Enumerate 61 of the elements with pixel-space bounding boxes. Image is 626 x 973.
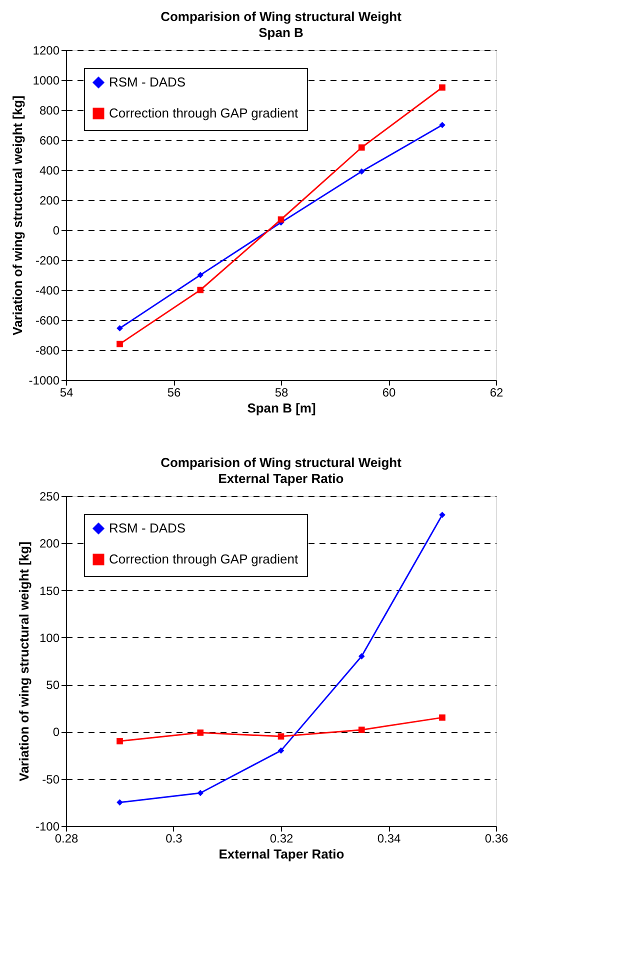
x-tick-label: 0.3 (166, 832, 183, 846)
chart-title: Comparision of Wing structural Weight (160, 455, 402, 470)
x-tick-label: 62 (490, 386, 504, 400)
x-tick-label: 0.28 (54, 832, 78, 846)
x-axis-title: Span B [m] (247, 400, 316, 416)
point (439, 512, 446, 518)
y-axis-title: Variation of wing structural weight [kg] (10, 96, 25, 336)
point (116, 738, 123, 744)
x-tick-label: 56 (167, 386, 181, 400)
legend-label: Correction through GAP gradient (109, 552, 298, 566)
point (116, 325, 123, 332)
y-tick-label: 1000 (32, 74, 60, 88)
y-tick-label: 0 (52, 224, 60, 238)
point (116, 799, 123, 806)
y-tick-label: 250 (39, 490, 60, 504)
point (197, 729, 204, 736)
y-axis-title: Variation of wing structural weight [kg] (16, 542, 32, 782)
x-tick-label: 0.32 (270, 832, 294, 846)
point (439, 84, 446, 91)
point (116, 340, 123, 348)
x-tick-label: 54 (60, 386, 74, 400)
x-tick-label: 60 (382, 386, 396, 400)
y-tick-label: 100 (39, 630, 60, 645)
point (197, 272, 204, 278)
y-tick-label: -800 (35, 344, 60, 358)
x-axis-title: External Taper Ratio (218, 846, 344, 862)
x-tick-label: 0.34 (377, 832, 401, 846)
y-tick-label: 150 (39, 584, 60, 598)
point (358, 144, 365, 151)
point (278, 747, 284, 754)
point (358, 168, 365, 175)
point (278, 733, 284, 740)
chart-subtitle: Span B (258, 25, 304, 40)
y-tick-label: -200 (35, 254, 60, 268)
legend-label: Correction through GAP gradient (109, 106, 298, 120)
legend-label: RSM - DADS (109, 74, 186, 90)
y-tick-label: 0 (52, 725, 60, 740)
y-tick-label: -600 (35, 314, 60, 328)
point (358, 653, 365, 660)
chart-title: Comparision of Wing structural Weight (160, 9, 402, 24)
legend-label: RSM - DADS (109, 520, 186, 536)
y-tick-label: 800 (39, 104, 60, 118)
y-tick-label: -400 (35, 284, 60, 298)
x-tick-label: 58 (274, 386, 288, 400)
y-tick-label: -1000 (28, 374, 60, 388)
y-tick-label: 200 (39, 194, 60, 208)
point (278, 216, 284, 223)
point (197, 286, 204, 294)
point (358, 726, 365, 733)
y-tick-label: 400 (39, 164, 60, 178)
y-tick-label: 50 (46, 678, 60, 692)
chart-subtitle: External Taper Ratio (218, 471, 344, 486)
y-tick-label: 600 (39, 134, 60, 148)
y-tick-label: -100 (35, 820, 60, 834)
point (439, 122, 446, 128)
point (439, 714, 446, 721)
y-tick-label: -50 (42, 772, 60, 786)
y-tick-label: 1200 (32, 44, 60, 58)
x-tick-label: 0.36 (484, 832, 508, 846)
point (197, 790, 204, 796)
y-tick-label: 200 (39, 536, 60, 551)
